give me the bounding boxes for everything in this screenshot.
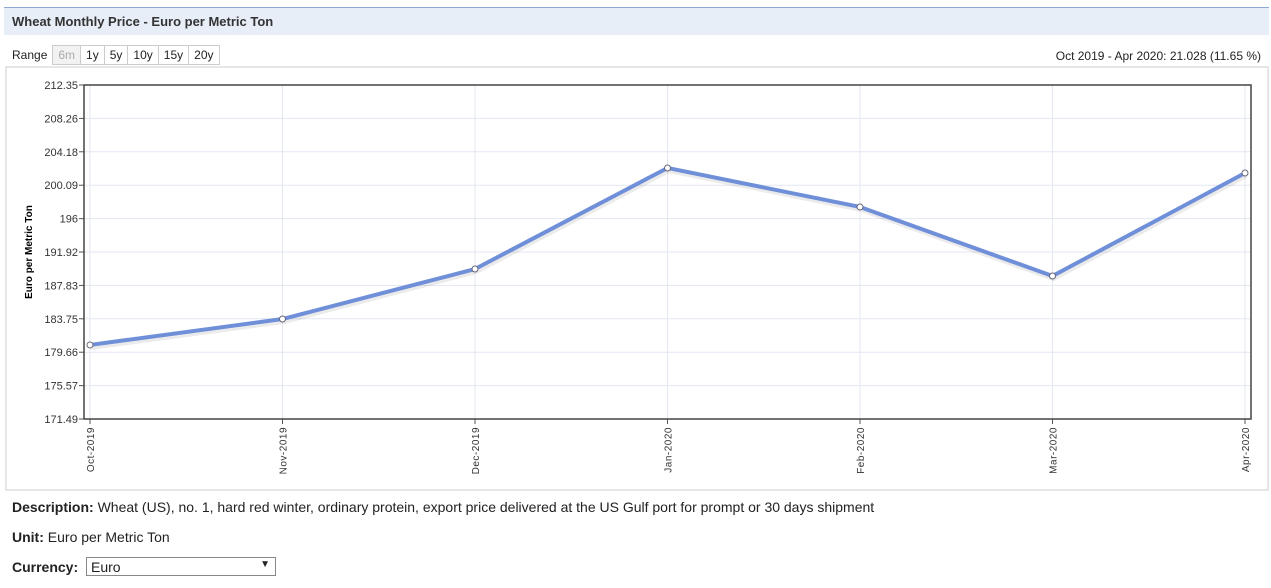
header: Wheat Monthly Price - Euro per Metric To… [4,7,1269,35]
y-tick-label: 179.66 [44,347,78,359]
y-tick-label: 212.35 [44,80,78,92]
x-tick-label: Dec-2019 [471,427,482,474]
description: Description: Wheat (US), no. 1, hard red… [12,499,874,515]
y-axis-title: Euro per Metric Ton [24,205,35,299]
point [471,265,479,273]
y-tick-label: 200.09 [44,180,78,192]
unit: Unit: Euro per Metric Ton [12,529,170,545]
x-tick-label: Oct-2019 [86,427,97,472]
y-tick-label: 208.26 [44,113,78,125]
range-button[interactable]: 20y [188,45,220,65]
currency-label: Currency: [12,559,79,575]
y-tick-label: 191.92 [44,247,78,259]
currency: Currency: [12,559,78,575]
range-label: Range [12,48,48,62]
point [279,315,286,323]
plot-border [83,84,1252,420]
point [1241,169,1249,177]
y-tick-label: 196 [60,214,78,226]
unit-label: Unit: [12,529,44,545]
range-button[interactable]: 15y [157,45,190,65]
range-button[interactable]: 6m [52,45,82,65]
x-tick-label: Nov-2019 [279,427,290,474]
chart-frame [5,66,1269,491]
dropdown-arrow: ▼ [260,559,270,570]
y-tick-label: 204.18 [44,147,78,159]
currency-select[interactable]: Euro ▼ [86,557,276,576]
range-change: Oct 2019 - Apr 2020: 21.028 (11.65 %) [1055,49,1261,63]
y-tick-label: 175.57 [44,381,78,393]
point [1049,272,1056,280]
x-tick-label: Feb-2020 [856,427,867,474]
x-tick-label: Mar-2020 [1049,427,1060,474]
range-bar: Range 6m 1y 5y 10y 15y 20y [12,45,220,65]
x-tick-label: Apr-2020 [1241,427,1252,472]
header-title: Wheat Monthly Price - Euro per Metric To… [12,14,274,29]
currency-value: Euro [91,559,121,575]
description-label: Description: [12,499,94,515]
point [86,341,94,349]
unit-text: Euro per Metric Ton [47,529,170,545]
y-tick-label: 171.49 [44,414,78,426]
x-tick-label: Jan-2020 [664,427,675,473]
y-tick-label: 183.75 [44,314,78,326]
point [856,203,864,211]
point [664,164,671,172]
chart: Euro per Metric Ton 171.49 175.57 179.66 18… [5,66,1269,491]
y-tick-label: 187.83 [44,280,78,292]
description-text: Wheat (US), no. 1, hard red winter, ordi… [97,499,875,515]
